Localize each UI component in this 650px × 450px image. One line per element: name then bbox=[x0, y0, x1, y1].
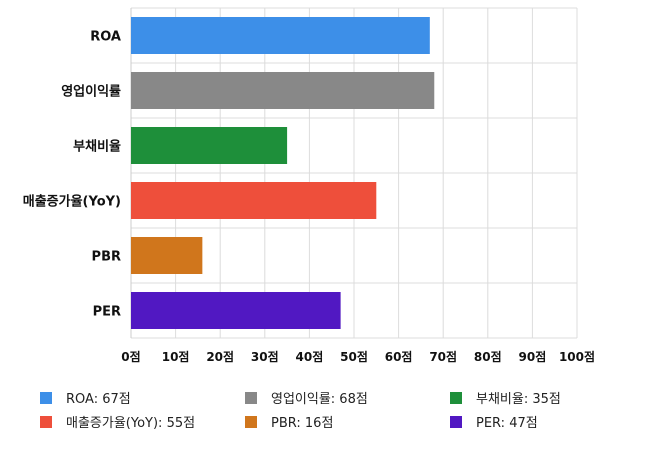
bar bbox=[131, 292, 341, 329]
legend-swatch bbox=[450, 391, 462, 404]
legend-swatch bbox=[245, 391, 257, 404]
legend-swatch bbox=[450, 415, 462, 428]
x-tick-label: 40점 bbox=[296, 349, 324, 364]
bar bbox=[131, 127, 288, 164]
legend-swatch bbox=[245, 415, 257, 428]
legend-item-pbr: PBR: 16점 bbox=[245, 412, 333, 431]
legend-item-sales-growth: 매출증가율(YoY): 55점 bbox=[40, 412, 195, 431]
x-tick-labels: 0점 10점 20점 30점 40점 50점 60점 70점 80점 90점 100점 bbox=[121, 349, 595, 364]
bar bbox=[131, 182, 377, 219]
category-label: ROA bbox=[90, 30, 121, 45]
x-tick-label: 80점 bbox=[474, 349, 502, 364]
x-tick-label: 30점 bbox=[251, 349, 279, 364]
legend-label: ROA: 67점 bbox=[66, 392, 131, 407]
legend-label: PBR: 16점 bbox=[271, 416, 334, 431]
x-tick-label: 10점 bbox=[162, 349, 190, 364]
x-tick-label: 0점 bbox=[121, 349, 140, 364]
legend-item-operating-margin: 영업이익률: 68점 bbox=[245, 388, 368, 407]
x-tick-label: 50점 bbox=[340, 349, 368, 364]
bar bbox=[131, 72, 435, 109]
legend-item-debt-ratio: 부채비율: 35점 bbox=[450, 388, 561, 407]
bar bbox=[131, 17, 430, 54]
legend-swatch bbox=[40, 391, 52, 404]
legend-item-per: PER: 47점 bbox=[450, 412, 538, 431]
legend-label: 부채비율: 35점 bbox=[476, 392, 561, 407]
grid bbox=[130, 7, 578, 339]
x-tick-label: 20점 bbox=[206, 349, 234, 364]
category-label: 영업이익률 bbox=[61, 84, 121, 100]
legend-label: PER: 47점 bbox=[476, 416, 538, 431]
x-tick-label: 100점 bbox=[559, 349, 595, 364]
category-label: 부채비율 bbox=[73, 139, 121, 155]
legend-label: 영업이익률: 68점 bbox=[271, 392, 368, 407]
legend-item-roa: ROA: 67점 bbox=[40, 388, 131, 407]
legend-swatch bbox=[40, 415, 52, 428]
category-label: 매출증가율(YoY) bbox=[23, 194, 121, 210]
category-label: PBR bbox=[92, 250, 121, 265]
bar bbox=[131, 237, 203, 274]
legend-label: 매출증가율(YoY): 55점 bbox=[66, 416, 196, 431]
bars bbox=[131, 17, 435, 329]
x-tick-label: 60점 bbox=[385, 349, 413, 364]
x-tick-label: 70점 bbox=[429, 349, 457, 364]
category-label: PER bbox=[93, 305, 121, 320]
x-tick-label: 90점 bbox=[519, 349, 547, 364]
